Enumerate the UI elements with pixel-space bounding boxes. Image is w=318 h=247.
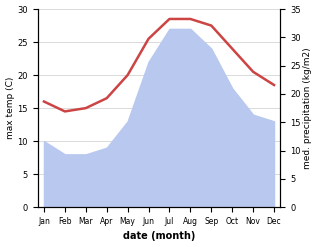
Y-axis label: max temp (C): max temp (C) [5,77,15,139]
Y-axis label: med. precipitation (kg/m2): med. precipitation (kg/m2) [303,47,313,169]
X-axis label: date (month): date (month) [123,231,195,242]
